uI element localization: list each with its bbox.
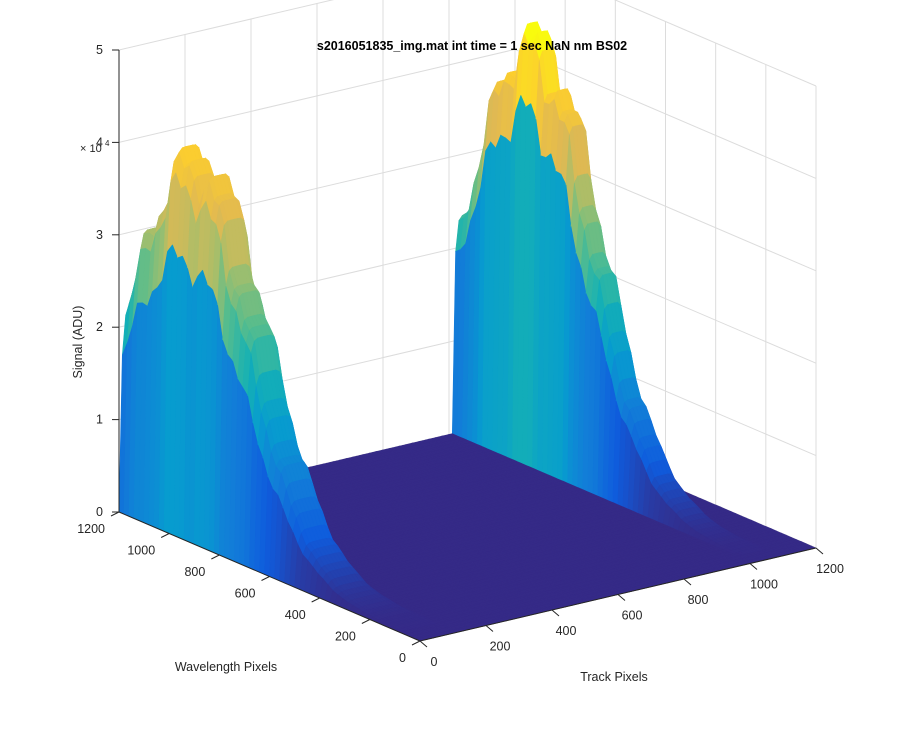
grid-line-backwall-z (118, 48, 516, 143)
grid-line-sidewall-z (614, 0, 817, 87)
surface-plot (118, 20, 817, 642)
grid-line-sidewall-z (514, 48, 817, 179)
grid-line-backwall-z (118, 0, 335, 51)
